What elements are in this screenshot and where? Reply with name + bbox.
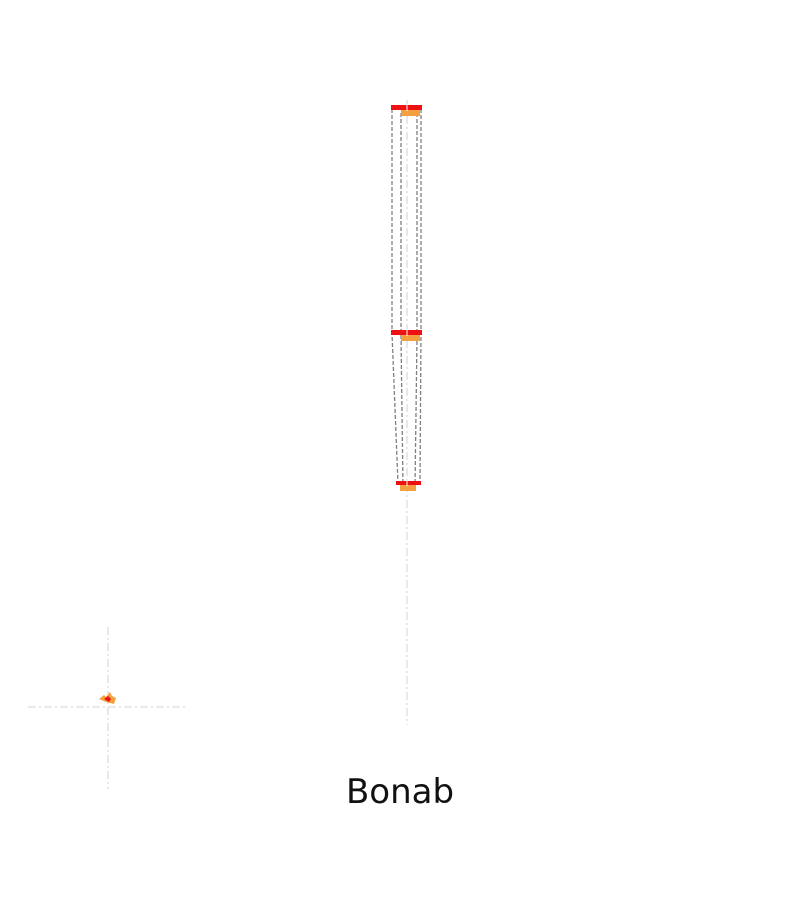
bottom-marker bbox=[396, 480, 421, 491]
orange-flame-icon bbox=[99, 692, 116, 704]
middle-marker bbox=[391, 329, 422, 341]
top-marker bbox=[391, 104, 422, 116]
crosshair bbox=[28, 627, 188, 789]
diagram-title: Bonab bbox=[345, 772, 455, 812]
inner-outline bbox=[400, 113, 418, 488]
